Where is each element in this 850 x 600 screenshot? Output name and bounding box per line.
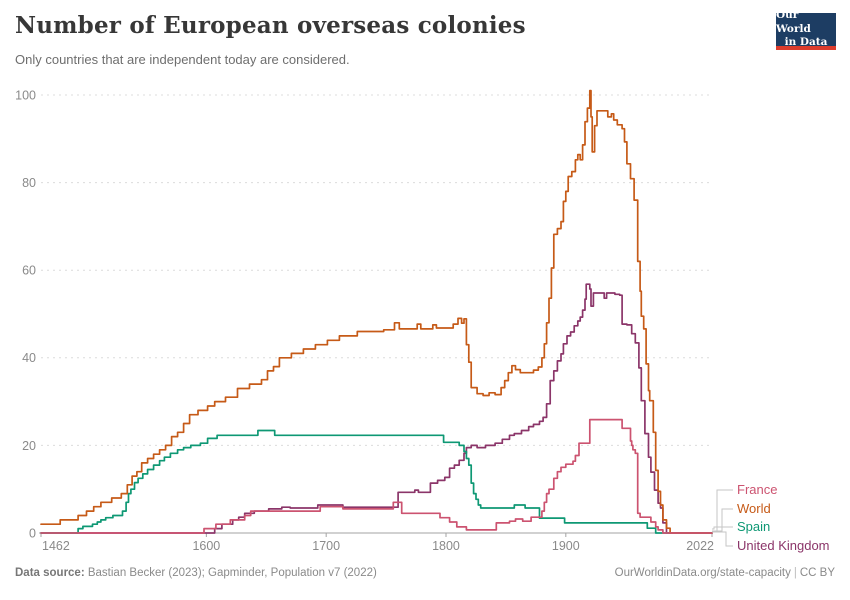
x-tick-label: 1700 <box>312 539 340 553</box>
y-tick-label: 20 <box>22 439 36 453</box>
y-tick-label: 40 <box>22 351 36 365</box>
footer-separator: | <box>793 567 797 579</box>
x-tick-label: 1800 <box>432 539 460 553</box>
owid-logo-line2: in Data <box>784 36 828 49</box>
series-line-united-kingdom <box>40 283 713 534</box>
legend-item-france[interactable]: France <box>737 482 778 497</box>
y-tick-label: 60 <box>22 264 36 278</box>
legend-item-spain[interactable]: Spain <box>737 519 771 534</box>
owid-logo-line1: Our World <box>776 9 811 35</box>
footer-right: OurWorldinData.org/state-capacity | CC BY <box>615 567 835 579</box>
data-source-text: Bastian Becker (2023); Gapminder, Popula… <box>84 567 377 579</box>
page-subtitle: Only countries that are independent toda… <box>15 52 350 67</box>
chart-footer: Data source: Bastian Becker (2023); Gapm… <box>0 567 850 579</box>
page-title: Number of European overseas colonies <box>15 12 526 39</box>
y-tick-label: 100 <box>15 88 36 102</box>
license-badge[interactable]: CC BY <box>799 567 835 579</box>
y-tick-label: 0 <box>29 526 36 540</box>
legend-item-world[interactable]: World <box>737 501 771 516</box>
x-tick-label: 2022 <box>686 539 714 553</box>
legend-item-united-kingdom[interactable]: United Kingdom <box>737 538 830 553</box>
x-tick-label: 1900 <box>552 539 580 553</box>
legend-connector <box>712 531 733 547</box>
series-line-france <box>40 418 713 534</box>
legend-connector <box>712 508 733 532</box>
data-source-note: Data source: Bastian Becker (2023); Gapm… <box>15 567 377 579</box>
legend-connector <box>712 526 733 530</box>
series-line-world <box>40 89 713 534</box>
owid-url-link[interactable]: OurWorldinData.org/state-capacity <box>614 567 791 579</box>
series-line-spain <box>40 429 713 534</box>
owid-logo[interactable]: Our World in Data <box>776 9 836 50</box>
x-tick-label: 1462 <box>42 539 70 553</box>
data-source-label: Data source: <box>15 567 85 579</box>
x-tick-label: 1600 <box>192 539 220 553</box>
y-tick-label: 80 <box>22 176 36 190</box>
